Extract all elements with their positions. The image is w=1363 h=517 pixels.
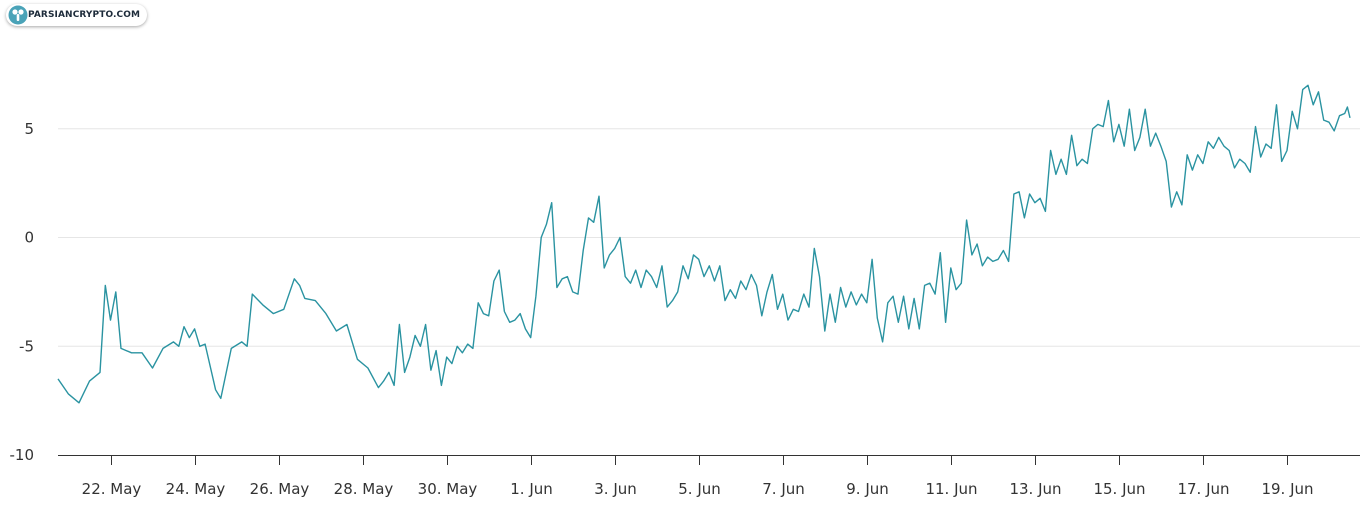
x-tick-label: 7. Jun: [762, 480, 805, 498]
x-tick-label: 24. May: [166, 480, 226, 498]
x-tick-label: 30. May: [418, 480, 478, 498]
watermark-text: PARSIANCRYPTO.COM: [28, 10, 141, 20]
y-tick-label: -5: [19, 337, 34, 355]
x-tick-label: 3. Jun: [594, 480, 637, 498]
x-tick-label: 1. Jun: [510, 480, 553, 498]
x-tick-label: 13. Jun: [1009, 480, 1061, 498]
x-tick-label: 11. Jun: [925, 480, 977, 498]
x-tick-label: 15. Jun: [1093, 480, 1145, 498]
x-tick-label: 26. May: [250, 480, 310, 498]
x-tick-label: 17. Jun: [1177, 480, 1229, 498]
y-tick-label: 5: [24, 120, 34, 138]
y-tick-label: 0: [24, 229, 34, 247]
y-tick-label: -10: [10, 446, 35, 464]
x-tick-label: 5. Jun: [678, 480, 721, 498]
parsiancrypto-logo-icon: [8, 5, 28, 25]
x-tick-label: 22. May: [82, 480, 142, 498]
series-line: [57, 84, 1351, 404]
x-tick-label: 19. Jun: [1261, 480, 1313, 498]
x-tick-label: 28. May: [334, 480, 394, 498]
x-tick-label: 9. Jun: [846, 480, 889, 498]
watermark-badge: PARSIANCRYPTO.COM: [6, 4, 148, 26]
